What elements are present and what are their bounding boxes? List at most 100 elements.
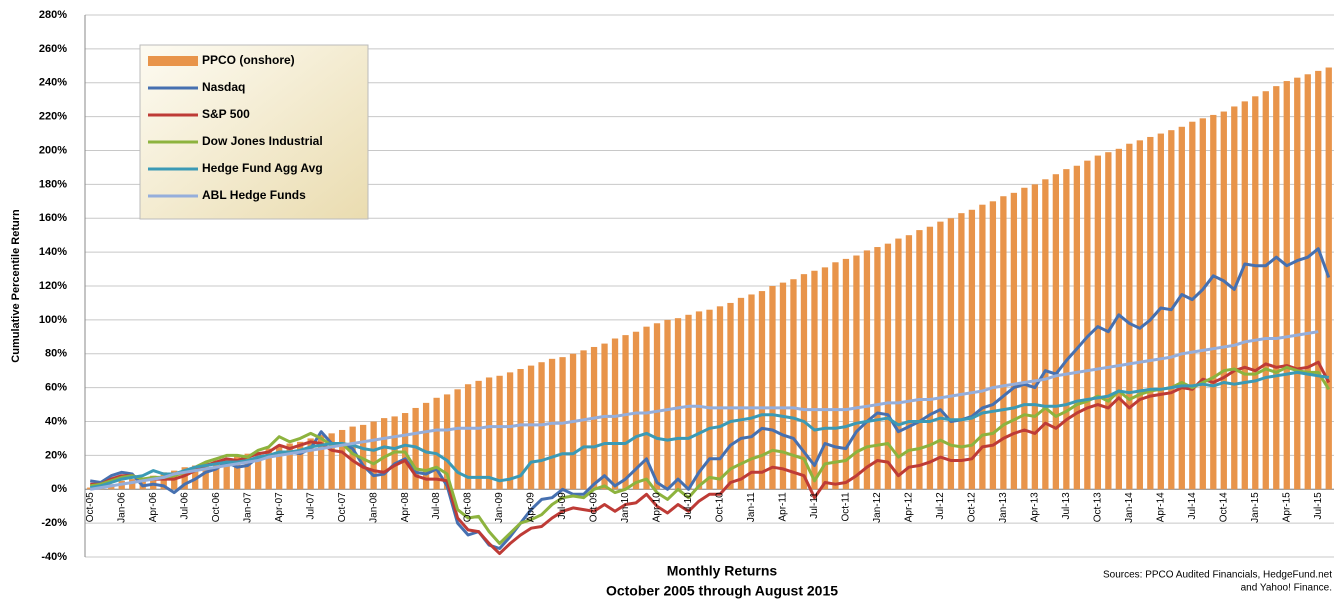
bar xyxy=(276,446,283,490)
bar xyxy=(160,472,167,490)
bar xyxy=(1147,136,1154,490)
x-tick-label: Oct-06 xyxy=(211,492,222,522)
bar xyxy=(905,235,913,490)
x-tick-label: Apr-07 xyxy=(274,492,285,522)
x-axis-label: October 2005 through August 2015 xyxy=(606,583,838,599)
y-tick-label: 160% xyxy=(39,212,67,224)
bar xyxy=(1325,67,1332,490)
y-tick-label: -40% xyxy=(41,551,67,563)
line xyxy=(90,360,1331,556)
y-tick-label: 180% xyxy=(39,178,67,190)
bar xyxy=(370,421,377,490)
y-tick-label: 120% xyxy=(39,280,67,292)
bar xyxy=(328,433,335,490)
y-tick-label: 220% xyxy=(39,111,67,123)
y-tick-label: 60% xyxy=(45,382,67,394)
bar xyxy=(622,335,629,490)
bar xyxy=(139,477,146,490)
y-tick-label: 80% xyxy=(45,348,67,360)
x-tick-label: Jul-10 xyxy=(683,492,694,520)
y-tick-label: 200% xyxy=(39,144,67,156)
bar xyxy=(422,402,430,490)
bar xyxy=(1042,179,1049,490)
bar xyxy=(1010,192,1018,490)
bar xyxy=(150,475,157,490)
y-tick-label: 20% xyxy=(45,449,67,461)
x-tick-label: Jan-14 xyxy=(1124,492,1135,523)
bar xyxy=(286,443,293,490)
bar xyxy=(632,331,640,490)
bar xyxy=(1241,101,1248,490)
x-tick-label: Oct-08 xyxy=(463,492,474,522)
bar xyxy=(685,314,692,490)
bar xyxy=(506,372,514,490)
x-tick-label: Jan-10 xyxy=(620,492,631,523)
x-axis-label: Monthly Returns xyxy=(667,563,778,579)
y-tick-label: 0% xyxy=(51,483,67,495)
bar xyxy=(716,306,724,490)
bar xyxy=(926,226,934,490)
x-tick-label: Jan-09 xyxy=(494,492,505,523)
y-axis-label: Cumulative Percentile Return xyxy=(10,209,22,363)
x-tick-label: Oct-10 xyxy=(715,492,726,522)
x-tick-label: Apr-10 xyxy=(652,492,663,522)
x-tick-label: Jul-06 xyxy=(179,492,190,520)
bar xyxy=(1283,81,1290,490)
bar xyxy=(842,258,850,490)
x-tick-label: Apr-08 xyxy=(400,492,411,522)
bar xyxy=(318,435,325,490)
x-tick-label: Apr-13 xyxy=(1030,492,1041,522)
legend-label: S&P 500 xyxy=(202,107,250,121)
bar xyxy=(1262,91,1269,490)
x-tick-label: Jan-06 xyxy=(116,492,127,523)
bar xyxy=(1126,143,1133,490)
bar xyxy=(496,375,503,490)
bar xyxy=(1115,148,1122,490)
bar xyxy=(800,274,808,490)
bar xyxy=(412,407,419,490)
y-tick-label: 100% xyxy=(39,314,67,326)
bar xyxy=(958,213,965,490)
legend-label: Nasdaq xyxy=(202,80,245,94)
line xyxy=(89,365,1331,545)
bar xyxy=(129,479,136,490)
bar xyxy=(223,458,230,490)
legend-label: ABL Hedge Funds xyxy=(202,188,306,202)
x-tick-label: Oct-09 xyxy=(589,492,600,522)
bar xyxy=(779,282,787,490)
bar xyxy=(265,448,272,490)
bar xyxy=(863,250,871,490)
bar xyxy=(454,389,461,490)
legend-label: PPCO (onshore) xyxy=(202,53,295,67)
x-tick-label: Apr-06 xyxy=(148,492,159,522)
x-tick-label: Jul-08 xyxy=(431,492,442,520)
x-tick-label: Oct-05 xyxy=(85,492,96,522)
bar xyxy=(706,309,713,490)
bar xyxy=(1084,160,1091,490)
x-tick-label: Oct-13 xyxy=(1092,492,1103,522)
x-tick-label: Jan-13 xyxy=(998,492,1009,523)
bar xyxy=(790,279,797,490)
bar xyxy=(527,365,535,490)
bar xyxy=(1063,169,1070,490)
bar xyxy=(443,394,451,490)
bar xyxy=(1021,187,1028,490)
x-tick-label: Jan-12 xyxy=(872,492,883,523)
bar xyxy=(1000,196,1007,490)
y-tick-label: 140% xyxy=(39,246,67,258)
x-tick-label: Oct-07 xyxy=(337,492,348,522)
bar xyxy=(1052,174,1060,490)
bar xyxy=(916,230,923,490)
x-tick-label: Jul-09 xyxy=(557,492,568,520)
bar xyxy=(213,460,220,490)
x-tick-label: Apr-12 xyxy=(904,492,915,522)
y-tick-label: 260% xyxy=(39,43,67,55)
x-tick-label: Jul-11 xyxy=(809,492,820,519)
x-tick-label: Apr-15 xyxy=(1281,492,1292,522)
bar xyxy=(1252,96,1259,490)
bar xyxy=(1315,70,1322,490)
bar xyxy=(884,243,892,490)
legend-label: Hedge Fund Agg Avg xyxy=(202,161,323,175)
bar xyxy=(1220,111,1227,490)
x-tick-label: Jan-15 xyxy=(1250,492,1261,523)
